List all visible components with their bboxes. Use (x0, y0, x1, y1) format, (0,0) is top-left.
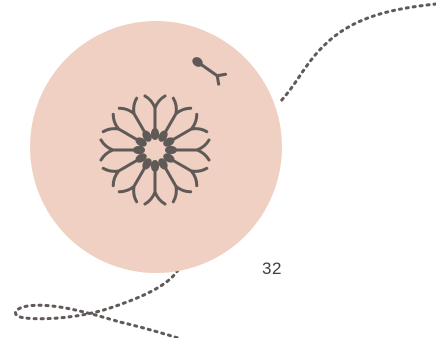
rosette-sperm (158, 158, 193, 204)
lone-sperm-icon (192, 57, 228, 86)
rosette-sperm (165, 138, 211, 162)
rosette-sperm (117, 158, 152, 204)
rosette-sperm (163, 112, 209, 147)
dotted-trail (14, 2, 436, 340)
pink-circle (30, 21, 282, 273)
rosette-sperm (101, 112, 147, 147)
rosette-sperm (163, 153, 209, 188)
rosette-sperm (143, 94, 167, 140)
sperm-rosette-icon (99, 94, 211, 206)
rosette-sperm (117, 96, 152, 142)
rosette-sperm (158, 96, 193, 142)
rosette-sperm (99, 138, 145, 162)
rosette-sperm (143, 160, 167, 206)
rosette-sperm (101, 153, 147, 188)
page-number: 32 (262, 259, 282, 278)
